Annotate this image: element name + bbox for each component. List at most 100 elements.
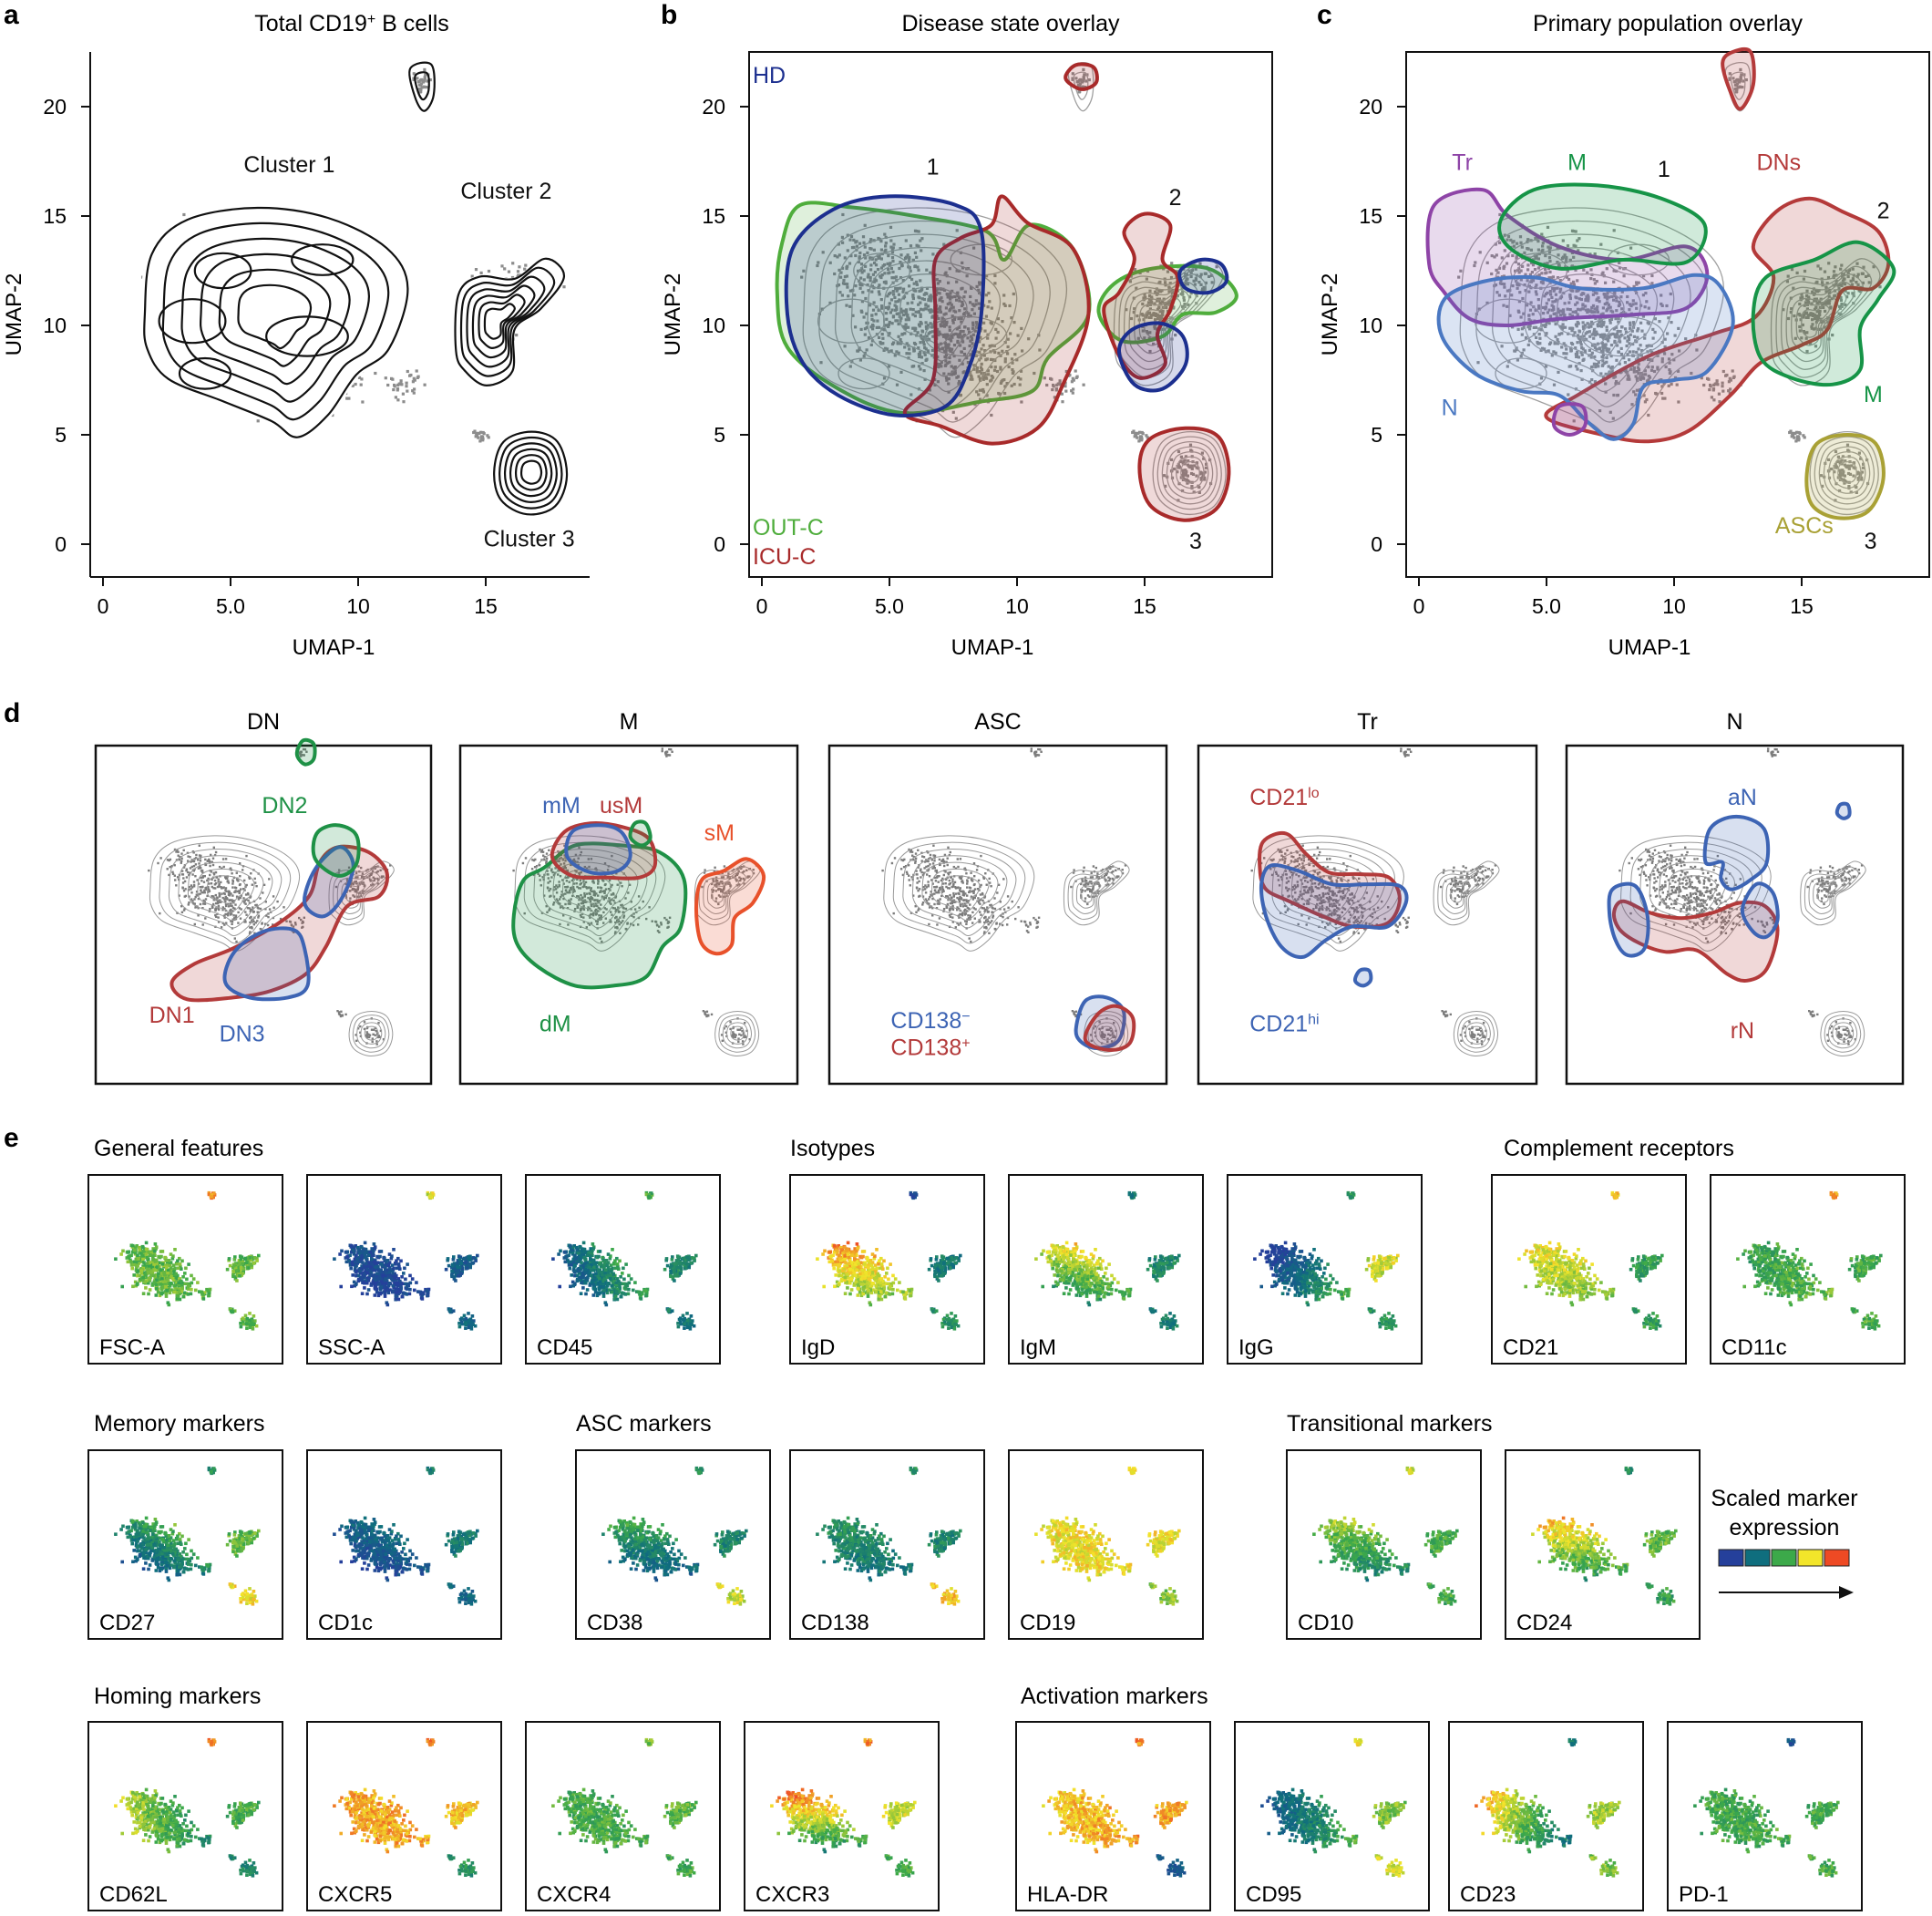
scatter-point: [225, 877, 228, 880]
scatter-point: [212, 887, 215, 890]
scatter-point: [958, 358, 961, 362]
scatter-point: [840, 294, 844, 297]
scatter-point: [958, 296, 961, 300]
scatter-point: [975, 284, 979, 288]
scatter-point: [994, 336, 998, 340]
scatter-point: [993, 358, 997, 363]
scatter-point: [956, 341, 960, 345]
scatter-point: [365, 1035, 369, 1037]
scatter-point: [1792, 431, 1795, 435]
scatter-point: [1797, 435, 1801, 438]
contour-line: [143, 206, 409, 438]
scatter-point: [956, 333, 960, 336]
scatter-point: [184, 888, 187, 891]
scatter-point: [944, 324, 948, 327]
scatter-point: [221, 892, 223, 895]
scatter-point: [996, 330, 1000, 335]
scatter-point: [853, 294, 857, 297]
scatter-point: [217, 881, 220, 883]
scatter-point: [950, 303, 953, 306]
scatter-point: [231, 882, 234, 885]
scatter-point: [858, 286, 862, 290]
scatter-point: [245, 854, 248, 858]
scatter-point: [872, 280, 876, 283]
scatter-point: [211, 863, 215, 867]
scatter-point: [960, 316, 963, 320]
scatter-point: [914, 310, 918, 314]
scatter-point: [911, 294, 915, 297]
scatter-point: [874, 313, 878, 316]
scatter-point: [987, 292, 991, 295]
subpanel-label: DN3: [220, 1022, 265, 1047]
y-tick-label: 5: [1371, 423, 1382, 447]
scatter-point: [899, 310, 904, 314]
scatter-point: [180, 911, 184, 913]
scatter-point: [971, 324, 975, 327]
y-tick-label: 20: [702, 95, 725, 118]
scatter-point: [185, 869, 188, 872]
scatter-point: [938, 292, 941, 295]
scatter-point: [239, 896, 242, 900]
scatter-point: [843, 275, 847, 279]
annotation: M: [1567, 150, 1587, 176]
contour-line: [503, 442, 558, 503]
contour-line: [514, 454, 548, 491]
scatter-point: [231, 922, 233, 925]
scatter-point: [411, 389, 415, 393]
scatter-point: [927, 304, 930, 308]
scatter-point: [182, 909, 186, 912]
scatter-point: [191, 873, 194, 876]
scatter-point: [816, 263, 819, 268]
scatter-point: [858, 251, 862, 255]
scatter-point: [895, 312, 899, 315]
contour-line: [161, 221, 390, 421]
scatter-point: [981, 377, 985, 381]
scatter-point: [955, 280, 959, 283]
scatter-point: [920, 297, 924, 301]
scatter-point: [953, 294, 957, 299]
scatter-point: [175, 884, 178, 887]
scatter-point: [476, 431, 479, 435]
overlay-region: [1551, 402, 1588, 438]
scatter-point: [948, 348, 951, 352]
contour-line: [199, 252, 351, 386]
scatter-point: [176, 876, 180, 879]
scatter-point: [936, 291, 940, 294]
scatter-point: [943, 355, 947, 359]
scatter-point: [855, 244, 858, 248]
x-axis-label: UMAP-1: [1608, 635, 1691, 660]
overlay-region: [294, 737, 317, 767]
scatter-point: [944, 359, 948, 363]
scatter-point: [952, 344, 957, 347]
scatter-point: [969, 314, 972, 318]
scatter-point: [842, 278, 846, 283]
scatter-point: [919, 320, 922, 324]
legend-icu-c: ICU-C: [753, 544, 816, 570]
scatter-point: [921, 341, 925, 345]
scatter-point: [913, 329, 917, 333]
scatter-point: [977, 375, 981, 378]
scatter-point: [397, 382, 401, 386]
scatter-point: [992, 368, 997, 372]
scatter-point: [923, 353, 927, 356]
scatter-point: [913, 229, 918, 232]
scatter-point: [254, 903, 257, 907]
scatter-point: [880, 273, 884, 277]
scatter-point: [1140, 438, 1144, 442]
contour-line: [509, 448, 553, 498]
scatter-point: [936, 345, 940, 349]
scatter-point: [168, 859, 170, 862]
scatter-point: [930, 325, 934, 329]
scatter-point: [893, 354, 897, 357]
panel-letter-e: e: [4, 1123, 19, 1153]
scatter-point: [885, 317, 889, 321]
scatter-point: [1001, 349, 1004, 353]
annotation: 2: [1169, 185, 1182, 211]
scatter-point: [518, 265, 521, 269]
scatter-point: [881, 336, 885, 340]
scatter-point: [938, 330, 941, 334]
scatter-point: [510, 275, 515, 280]
scatter-point: [969, 301, 972, 304]
scatter-point: [267, 915, 270, 919]
